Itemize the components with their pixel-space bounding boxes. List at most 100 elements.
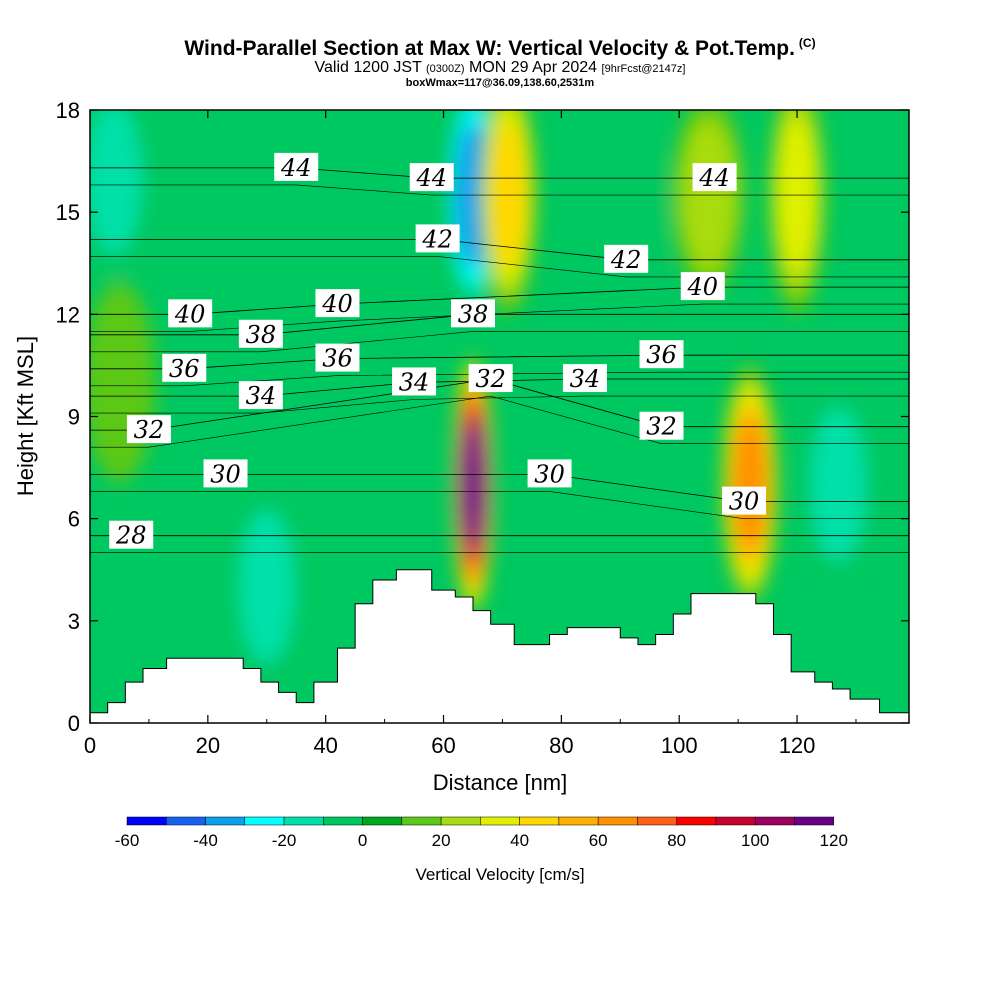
terrain [90, 569, 909, 723]
contour-label-text: 32 [646, 413, 677, 441]
isentrope-minor [90, 184, 909, 196]
y-axis-label: Height [Kft MSL] [13, 336, 38, 496]
contour-label: 28 [109, 520, 154, 550]
contour-label-text: 36 [169, 355, 200, 383]
contour-label: 34 [562, 364, 607, 393]
velocity-cell [90, 282, 156, 483]
contour-label-text: 36 [646, 341, 677, 369]
contour-label-bg [415, 224, 460, 253]
contour-label: 30 [722, 486, 767, 516]
y-tick-label: 3 [68, 609, 80, 634]
contour-label-bg [722, 486, 767, 515]
contour-label-text: 38 [246, 321, 277, 349]
contour-label-bg [639, 340, 684, 369]
contour-label: 32 [126, 415, 171, 444]
contour-label-text: 28 [115, 522, 147, 550]
isentrope-38 [90, 313, 909, 336]
y-tick-label: 15 [56, 200, 80, 225]
colorbar-swatch [754, 816, 795, 826]
contour-label-bg [409, 163, 454, 192]
colorbar-swatch [519, 816, 560, 826]
contour-label: 44 [692, 163, 737, 192]
contour-label-bg [274, 152, 319, 181]
isentrope-minor [90, 331, 909, 353]
contour-label-text: 42 [610, 246, 642, 274]
contour-label-text: 30 [729, 488, 760, 516]
colorbar-swatch [558, 816, 599, 826]
colorbar-swatch [244, 816, 285, 826]
colorbar-label: Vertical Velocity [cm/s] [415, 865, 584, 884]
contour-label-text: 36 [322, 345, 353, 373]
contour-label-text: 30 [534, 460, 565, 488]
contour-label-bg [315, 343, 360, 372]
contour-label: 44 [274, 152, 319, 182]
velocity-cell [90, 110, 142, 255]
colorbar-tick-label: 0 [358, 831, 367, 850]
y-tick-label: 6 [68, 507, 80, 532]
contour-label-text: 44 [415, 164, 447, 192]
x-tick-label: 40 [313, 733, 337, 758]
forecast-info: [9hrFcst@2147z] [601, 63, 686, 75]
contour-label-text: 40 [687, 273, 719, 301]
colorbar-swatch [637, 816, 677, 826]
contour-label: 30 [203, 459, 248, 488]
contour-label-bg [527, 459, 572, 488]
valid-time: Valid 1200 JST (0300Z) MON 29 Apr 2024 [… [0, 59, 1000, 77]
contour-label: 40 [315, 289, 360, 318]
velocity-cell [810, 408, 867, 562]
isentrope-minor [90, 491, 909, 519]
contour-label-bg [639, 411, 684, 440]
colorbar: -60 -40 -20 0 20 40 60 80 100 120 [115, 816, 848, 850]
valid-prefix: Valid 1200 JST [314, 59, 422, 76]
contour-label-text: 30 [210, 460, 241, 488]
colorbar-tick-label: 100 [741, 831, 769, 850]
contour-label-text: 44 [280, 154, 312, 182]
colorbar-tick-label: -60 [115, 831, 140, 850]
contour-label-bg [126, 415, 171, 444]
y-tick-label: 18 [56, 98, 80, 123]
title-text: Wind-Parallel Section at Max W: Vertical… [184, 37, 795, 60]
colorbar-tick-label: 60 [589, 831, 608, 850]
contour-label: 36 [639, 340, 684, 369]
contour-label-bg [315, 289, 360, 318]
x-tick-label: 0 [84, 733, 96, 758]
contour-label-text: 32 [134, 416, 165, 444]
colorbar-tick-label: 40 [510, 831, 529, 850]
contour-label-text: 44 [698, 164, 730, 192]
box-info: boxWmax=117@36.09,138.60,2531m [405, 77, 595, 89]
colorbar-swatch [126, 816, 167, 826]
contour-label-text: 34 [399, 368, 430, 396]
colorbar-tick-label: -40 [193, 831, 218, 850]
velocity-cell [732, 419, 767, 550]
contour-label-bg [162, 353, 207, 382]
contour-label: 30 [527, 459, 572, 488]
x-tick-label: 80 [549, 733, 573, 758]
colorbar-swatch [794, 816, 834, 826]
colorbar-swatch [597, 816, 638, 826]
colorbar-tick-label: 20 [432, 831, 451, 850]
colorbar-tick-label: -20 [272, 831, 297, 850]
valid-date: MON 29 Apr 2024 [469, 59, 598, 76]
colorbar-swatch [480, 816, 520, 826]
x-tick-label: 120 [779, 733, 816, 758]
contour-label: 34 [392, 367, 437, 396]
colorbar-tick-label: 120 [820, 831, 848, 850]
contour-label: 40 [168, 299, 213, 328]
plot-area: 44 44 44 42 42 40 40 40 38 38 36 36 36 34 34 34 32 32 32 30… [90, 110, 909, 723]
velocity-cell [238, 510, 295, 664]
colorbar-swatch [715, 816, 756, 826]
x-tick-label: 60 [431, 733, 455, 758]
contour-label-bg [450, 299, 495, 328]
contour-label: 36 [315, 343, 360, 373]
contour-label-bg [692, 163, 737, 192]
contour-label-text: 34 [246, 382, 277, 410]
contour-label-text: 40 [174, 300, 206, 328]
contour-label: 38 [238, 319, 283, 349]
valid-zulu: (0300Z) [426, 63, 465, 75]
colorbar-swatch [323, 816, 363, 826]
isentrope-minor [90, 371, 909, 387]
isentrope-minor [90, 395, 909, 448]
contour-label: 42 [604, 244, 649, 274]
chart-title: Wind-Parallel Section at Max W: Vertical… [0, 36, 1000, 61]
